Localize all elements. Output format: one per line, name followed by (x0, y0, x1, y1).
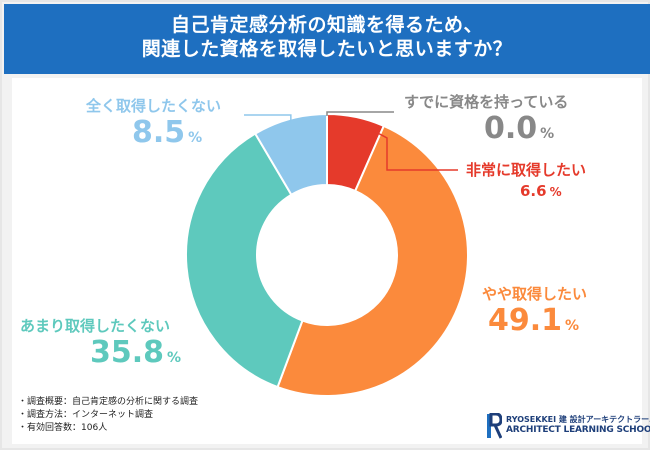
label-already-have: すでに資格を持っている 0.0% (404, 92, 568, 151)
logo-line-1: RYOSEKKEI 建 設計アーキテクトラーニング (506, 415, 650, 424)
donut-chart (185, 111, 469, 397)
slice-unit: % (540, 126, 555, 142)
slice-value-row: 6.6% (466, 180, 586, 203)
school-logo: RYOSEKKEI 建 設計アーキテクトラーニング ARCHITECT LEAR… (486, 413, 650, 441)
slice-name: やや取得したい (482, 285, 588, 303)
slice-value: 0.0 (484, 111, 538, 146)
slice-unit: % (549, 185, 562, 199)
slice-name: あまり取得したくない (20, 317, 171, 335)
label-not-at-all-want: 全く取得したくない 8.5% (86, 96, 221, 155)
slice-unit: % (188, 130, 203, 146)
logo-line-2: ARCHITECT LEARNING SCHOOL (506, 425, 650, 435)
label-not-really-want: あまり取得したくない 35.8% (20, 316, 181, 375)
leader-lines (244, 111, 458, 171)
slice-unit: % (167, 350, 182, 366)
slice-value-row: 35.8% (20, 336, 181, 375)
leader-very-much-want (354, 120, 458, 171)
logo-mark-icon (487, 413, 502, 439)
title-line-1: 自己肯定感分析の知識を得るため、 (170, 14, 483, 36)
slice-name: すでに資格を持っている (404, 93, 569, 111)
slice-value-row: 8.5% (86, 116, 221, 155)
slice-name: 全く取得したくない (86, 97, 222, 115)
slice-value: 35.8 (90, 335, 165, 370)
slice-value: 8.5 (132, 115, 186, 150)
slice-value-row: 49.1% (482, 304, 587, 343)
leader-already-have (326, 111, 394, 116)
donut-slices (185, 112, 469, 397)
slice-unit: % (565, 318, 580, 334)
title-line-2: 関連した資格を取得したいと思いますか？ (141, 38, 513, 60)
note-line: 有効回答数：106人 (18, 422, 198, 435)
note-line: 調査方法：インターネット調査 (18, 409, 198, 422)
survey-notes: 調査概要：自己肯定感の分析に関する調査 調査方法：インターネット調査 有効回答数… (18, 396, 198, 435)
label-very-much-want: 非常に取得したい 6.6% (466, 160, 586, 203)
slice-value: 49.1 (488, 303, 563, 338)
slice-name: 非常に取得したい (466, 161, 587, 179)
slice-value: 6.6 (520, 182, 547, 200)
slice-value-row: 0.0% (404, 112, 568, 151)
title-banner: 自己肯定感分析の知識を得るため、 関連した資格を取得したいと思いますか？ (4, 4, 650, 74)
chart-panel: すでに資格を持っている 0.0% 非常に取得したい 6.6% やや取得したい 4… (12, 78, 642, 444)
label-somewhat-want: やや取得したい 49.1% (482, 284, 587, 343)
note-line: 調査概要：自己肯定感の分析に関する調査 (18, 396, 198, 409)
slice-somewhat-want (276, 124, 469, 397)
slice-not-really-want (185, 132, 304, 389)
leader-not-at-all-want (244, 114, 292, 123)
